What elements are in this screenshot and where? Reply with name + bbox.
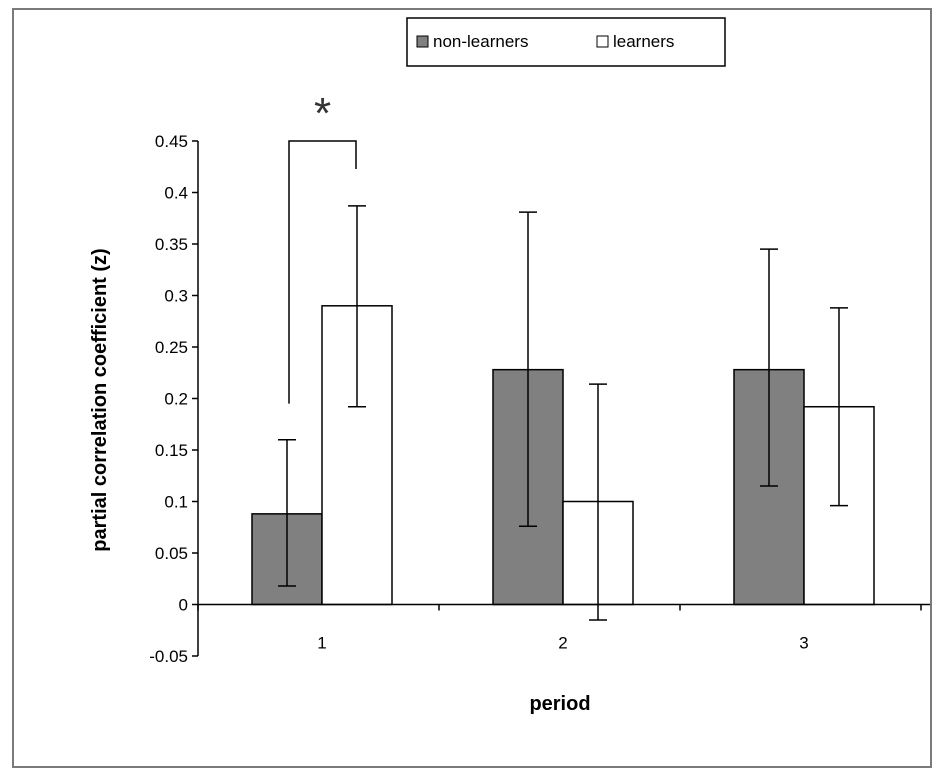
x-axis-title: period <box>529 693 590 715</box>
legend-swatch-non-learners <box>416 35 429 48</box>
y-tick-label: 0.4 <box>164 184 188 203</box>
legend-box <box>406 17 726 67</box>
significance-star: * <box>314 89 331 138</box>
y-tick-label: 0.3 <box>164 287 188 306</box>
y-tick-label: 0.35 <box>155 235 188 254</box>
y-tick-label: 0.25 <box>155 338 188 357</box>
x-tick-label: 1 <box>317 634 326 653</box>
y-tick-label: 0.15 <box>155 441 188 460</box>
x-tick-label: 2 <box>558 634 567 653</box>
y-tick-label: 0.05 <box>155 544 188 563</box>
x-tick-label: 3 <box>799 634 808 653</box>
y-axis-title: partial correlation coefficient (z) <box>89 248 111 551</box>
legend: non-learners learners <box>406 17 726 67</box>
y-tick-label: 0.2 <box>164 390 188 409</box>
y-tick-label: 0 <box>179 596 188 615</box>
y-tick-label: 0.45 <box>155 132 188 151</box>
y-tick-label: 0.1 <box>164 493 188 512</box>
legend-swatch-learners <box>596 35 609 48</box>
significance-bracket <box>288 140 357 404</box>
legend-label-non-learners: non-learners <box>433 32 528 51</box>
y-tick-label: -0.05 <box>149 647 188 666</box>
legend-label-learners: learners <box>613 32 674 51</box>
